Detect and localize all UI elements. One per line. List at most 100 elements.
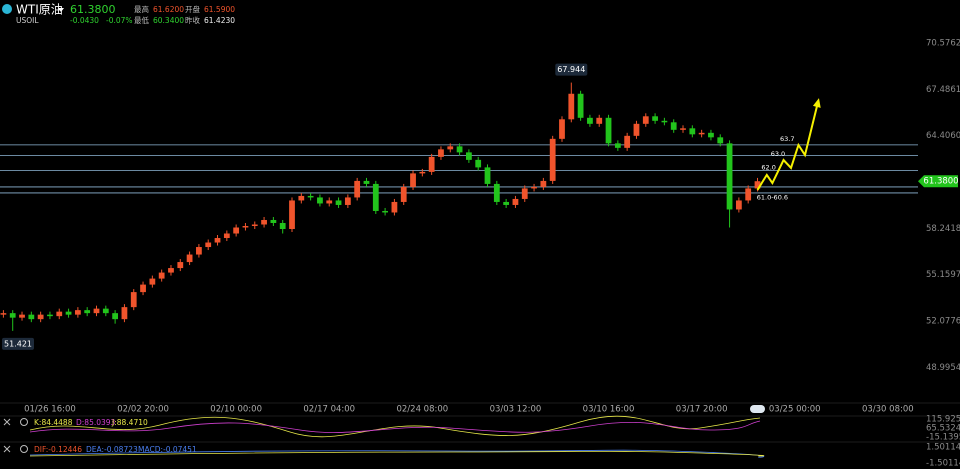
candle-body (74, 310, 81, 315)
candle-body (670, 122, 677, 130)
kdj-label: D:85.0393 (76, 418, 116, 427)
kdj-scale: -15.1395 (926, 433, 960, 443)
stat-value: 60.3400 (153, 16, 184, 25)
candle-body (335, 200, 342, 205)
candle-body (177, 262, 184, 269)
candle-body (354, 180, 361, 198)
extreme-label: 67.944 (557, 65, 585, 74)
kdj-line (29, 420, 761, 433)
candle-body (251, 224, 258, 226)
candle-body (149, 278, 156, 285)
extreme-label-bg (555, 63, 588, 76)
x-tick-label: 02/17 04:00 (303, 405, 355, 415)
candle-body (158, 272, 165, 279)
extreme-label: 51.421 (4, 339, 32, 348)
candle-body (19, 314, 25, 318)
extreme-label-bg (2, 337, 34, 350)
annotation: 63.0 (771, 150, 785, 158)
macd-line (29, 450, 765, 457)
candle-body (447, 146, 454, 150)
candle-body (549, 138, 556, 181)
y-tick-label: 64.4060 (926, 131, 960, 141)
macd-label: DEA:-0.08723 (86, 445, 138, 454)
candle-body (28, 314, 35, 320)
candle-body (512, 198, 519, 205)
y-tick-label: 67.4861 (926, 85, 960, 95)
x-tick-label: 02/02 20:00 (117, 405, 169, 415)
candle-body (307, 195, 314, 198)
projection-arrow (812, 98, 821, 108)
annotation: 63.7 (780, 135, 794, 143)
scroll-pill[interactable] (750, 405, 765, 413)
kdj-line (29, 415, 761, 438)
stat-label: 最高 (134, 4, 149, 14)
candle-body (56, 311, 63, 317)
x-tick-label: 03/30 08:00 (862, 405, 914, 415)
candle-body (698, 132, 705, 135)
close-icon[interactable] (3, 418, 11, 453)
candle-body (326, 200, 333, 204)
annotation: 61.0-60.6 (757, 193, 788, 201)
annotation: 62.0 (761, 163, 775, 171)
stat-value: 61.4230 (204, 16, 235, 25)
candle-body (233, 227, 240, 234)
candle-body (317, 197, 323, 204)
y-tick-label: 55.1597 (926, 270, 960, 280)
candle-body (708, 132, 714, 138)
symbol[interactable]: WTI原油 (16, 3, 63, 17)
candle-body (65, 311, 72, 315)
candle-body (717, 137, 724, 144)
stat-value: 61.5900 (204, 5, 235, 14)
x-tick-label: 02/10 00:00 (210, 405, 262, 415)
dropdown-arrow[interactable] (58, 8, 64, 12)
macd-label: DIF:-0.12446 (34, 445, 82, 454)
symbol-icon (2, 4, 12, 14)
candle-body (363, 180, 370, 184)
stat-label: 最低 (134, 15, 149, 25)
settings-icon[interactable] (20, 445, 28, 453)
candle-body (279, 222, 286, 230)
candle-body (754, 181, 761, 189)
stat-value: 61.6200 (153, 5, 184, 14)
kdj-label: K:84.4488 (34, 418, 73, 427)
x-tick-label: 02/24 08:00 (396, 405, 448, 415)
candle-body (596, 117, 603, 124)
candle-body (140, 284, 146, 293)
candle-body (37, 314, 44, 320)
macd-scale: -1.50114 (926, 459, 960, 469)
x-tick-label: 03/10 16:00 (583, 405, 635, 415)
macd-scale: 1.50114 (926, 443, 960, 453)
change: -0.0430 (70, 16, 99, 25)
candle-body (196, 247, 202, 255)
candle-body (577, 93, 584, 118)
candle-body (689, 128, 696, 135)
candle-body (587, 117, 593, 124)
y-tick-label: 70.5762 (926, 39, 960, 49)
y-tick-label: 52.0776 (926, 316, 960, 326)
y-tick-label: 48.9954 (926, 363, 960, 373)
candle-body (624, 135, 631, 148)
candle-body (493, 183, 500, 202)
candle-body (456, 146, 463, 153)
candle-body (400, 186, 407, 202)
candle-body (605, 117, 612, 144)
candle-body (391, 201, 398, 213)
candle-body (130, 292, 137, 308)
candle-body (680, 128, 686, 130)
candle-body (614, 143, 621, 148)
candle-body (223, 233, 230, 239)
candle-body (521, 188, 528, 199)
candle-body (559, 119, 565, 139)
candle-body (186, 254, 193, 263)
settings-icon[interactable] (20, 418, 28, 426)
x-tick-label: 03/25 00:00 (769, 405, 821, 415)
candle-body (298, 195, 305, 201)
candle-body (503, 201, 510, 205)
candle-body (745, 188, 752, 201)
candle-body (344, 197, 351, 205)
candle-body (289, 200, 295, 230)
candle-body (242, 225, 249, 228)
candle-body (261, 219, 267, 225)
